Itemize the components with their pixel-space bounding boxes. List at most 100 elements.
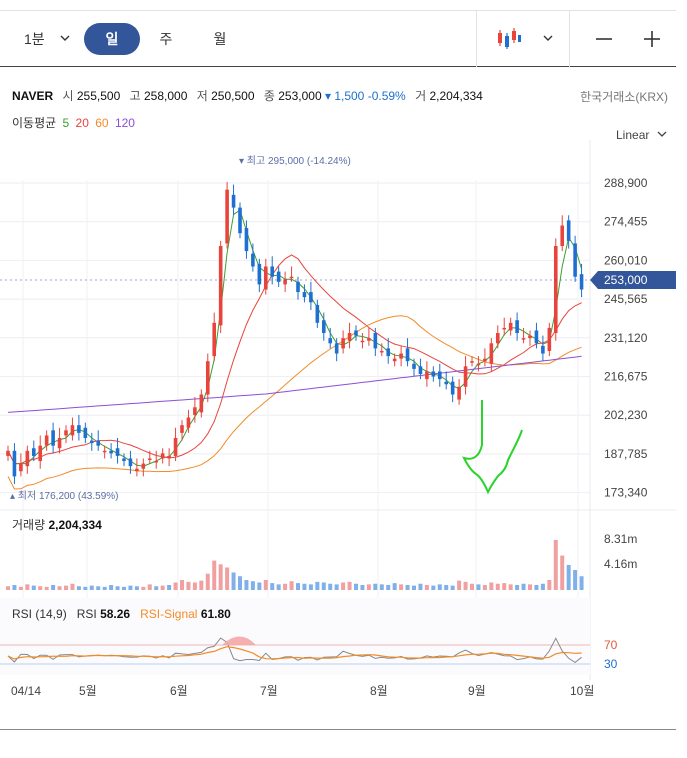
rsi-value: 58.26 <box>100 607 131 621</box>
candle <box>251 253 255 267</box>
volume-bar <box>354 583 358 590</box>
candle <box>515 320 519 334</box>
volume-bar <box>192 582 197 590</box>
time-axis-label: 5월 <box>79 684 97 698</box>
volume-bar <box>244 579 249 590</box>
volume-bar <box>25 584 30 590</box>
zoom-out-icon[interactable] <box>592 27 616 51</box>
rsi-panel-bg <box>0 598 590 675</box>
high-price: 258,000 <box>143 89 188 103</box>
timeframe-1min[interactable]: 1분 <box>24 31 45 47</box>
candle <box>89 440 94 444</box>
zoom-in-icon[interactable] <box>640 27 664 51</box>
volume-bar <box>308 584 313 590</box>
volume-bar <box>437 584 442 590</box>
candlestick-chart-icon[interactable] <box>496 27 522 51</box>
high-label: 고 <box>129 89 141 103</box>
volume-bar <box>470 583 474 590</box>
candle <box>553 246 558 334</box>
volume-bar <box>553 539 558 590</box>
time-axis-label: 7월 <box>260 684 278 698</box>
candle <box>218 246 223 326</box>
volume-bar <box>212 560 217 590</box>
volume-bar <box>540 583 545 590</box>
volume-bar <box>334 584 339 590</box>
volume-bar <box>89 585 94 590</box>
moving-average-legend[interactable]: 이동평균 5 20 60 120 <box>12 114 135 131</box>
candle <box>173 438 178 456</box>
candle <box>425 371 429 380</box>
candle <box>289 276 294 279</box>
chevron-down-icon <box>657 131 667 137</box>
volume-bar <box>547 579 552 590</box>
timeframe-month[interactable]: 월 <box>213 31 227 47</box>
chart-type-chevron-icon[interactable] <box>543 33 553 43</box>
timeframe-day[interactable]: 일 <box>84 23 140 55</box>
volume-bar <box>102 586 107 590</box>
volume-bar <box>431 585 436 590</box>
stock-name: NAVER <box>12 89 54 103</box>
volume-bar <box>270 583 275 590</box>
price-axis-label: 288,900 <box>604 176 648 190</box>
volume-bar <box>276 584 281 590</box>
volume-bar <box>263 579 268 590</box>
candle <box>147 458 152 460</box>
candle <box>534 330 539 344</box>
close-price: 253,000 <box>278 89 322 103</box>
volume-bar <box>225 567 230 590</box>
candle <box>528 335 532 339</box>
volume-bar <box>476 584 481 590</box>
candle <box>521 338 526 340</box>
price-axis-label: 274,455 <box>604 215 648 229</box>
candle <box>12 450 17 477</box>
price-change-pct: -0.59% <box>367 89 406 103</box>
candle <box>231 194 236 208</box>
candle <box>296 281 300 293</box>
timeframe-week[interactable]: 주 <box>159 31 173 47</box>
low-price: 250,500 <box>211 89 255 103</box>
ma-legend-title: 이동평균 <box>12 116 57 130</box>
volume-bar <box>418 583 423 590</box>
top-divider <box>0 10 676 11</box>
volume-bar <box>386 584 391 590</box>
candle <box>463 366 468 387</box>
volume-bar <box>38 586 43 590</box>
volume-bar <box>109 584 114 590</box>
candle <box>354 330 358 336</box>
volume-bar <box>57 586 62 590</box>
price-axis-label: 216,675 <box>604 370 648 384</box>
price-chart[interactable]: 288,900 274,455 260,010 245,565 231,120 216,6… <box>0 140 676 710</box>
volume-bar <box>482 584 487 590</box>
candle <box>321 320 326 334</box>
candle <box>83 427 88 438</box>
volume-bar <box>321 582 326 590</box>
candle <box>96 440 101 446</box>
volume-bar <box>186 581 191 590</box>
volume-bar <box>521 583 526 590</box>
rsi-overbought-fill <box>222 636 256 645</box>
candle <box>193 407 197 415</box>
volume-bar <box>508 584 513 590</box>
volume-bar <box>64 585 68 590</box>
candle <box>244 228 249 252</box>
candle <box>502 327 507 330</box>
volume-bar <box>70 583 75 590</box>
candle <box>560 225 565 246</box>
volume-bar <box>373 583 378 590</box>
candle <box>70 425 75 436</box>
candle <box>392 358 397 362</box>
candle <box>102 450 107 453</box>
candle <box>64 430 68 436</box>
candle <box>122 458 126 462</box>
time-axis-label: 6월 <box>170 684 188 698</box>
ma-60-label: 60 <box>95 116 109 130</box>
candle <box>309 292 313 303</box>
volume-bar <box>315 581 320 590</box>
candle <box>186 417 191 428</box>
volume-bar <box>528 584 532 590</box>
chevron-down-icon[interactable] <box>60 33 70 43</box>
scale-mode-select[interactable]: Linear <box>616 128 667 142</box>
volume-bar <box>76 586 81 590</box>
candle <box>31 448 36 456</box>
volume-bar <box>328 583 333 590</box>
